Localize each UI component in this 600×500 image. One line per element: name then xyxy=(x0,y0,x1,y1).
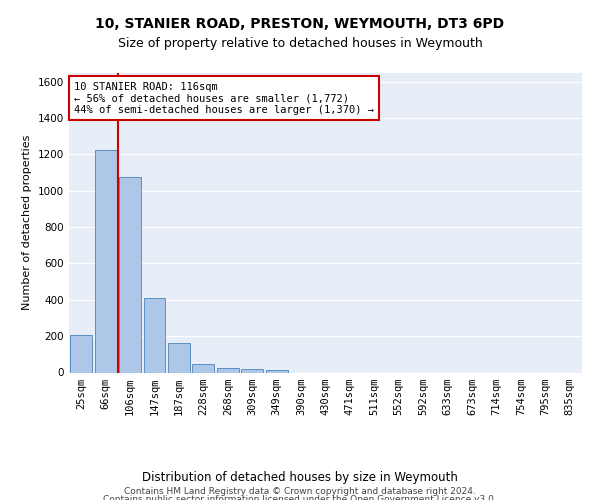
Bar xyxy=(241,369,263,372)
Bar xyxy=(193,364,214,372)
Bar xyxy=(119,177,141,372)
Bar xyxy=(95,150,116,372)
Y-axis label: Number of detached properties: Number of detached properties xyxy=(22,135,32,310)
Text: Distribution of detached houses by size in Weymouth: Distribution of detached houses by size … xyxy=(142,471,458,484)
Text: 10 STANIER ROAD: 116sqm
← 56% of detached houses are smaller (1,772)
44% of semi: 10 STANIER ROAD: 116sqm ← 56% of detache… xyxy=(74,82,374,114)
Bar xyxy=(217,368,239,372)
Bar xyxy=(143,298,166,372)
Text: Contains HM Land Registry data © Crown copyright and database right 2024.: Contains HM Land Registry data © Crown c… xyxy=(124,487,476,496)
Text: Size of property relative to detached houses in Weymouth: Size of property relative to detached ho… xyxy=(118,38,482,51)
Text: 10, STANIER ROAD, PRESTON, WEYMOUTH, DT3 6PD: 10, STANIER ROAD, PRESTON, WEYMOUTH, DT3… xyxy=(95,18,505,32)
Bar xyxy=(168,343,190,372)
Text: Contains public sector information licensed under the Open Government Licence v3: Contains public sector information licen… xyxy=(103,495,497,500)
Bar xyxy=(266,370,287,372)
Bar xyxy=(70,335,92,372)
